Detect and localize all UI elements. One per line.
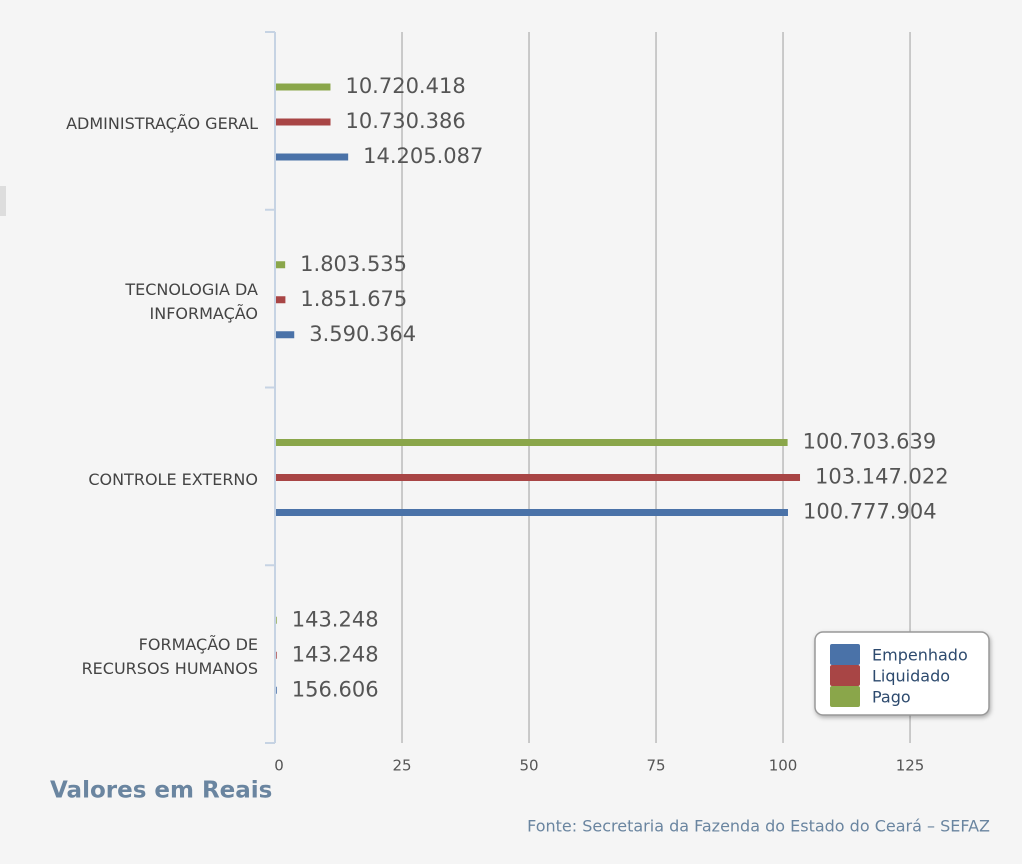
bar xyxy=(276,261,286,269)
y-tick-label: FORMAÇÃO DE RECURSOS HUMANOS xyxy=(81,635,258,679)
side-tab xyxy=(0,186,6,216)
bar xyxy=(276,439,788,446)
legend-swatch xyxy=(830,686,860,707)
legend-label: Liquidado xyxy=(872,667,950,686)
legend-swatch xyxy=(830,644,860,665)
x-tick-label: 125 xyxy=(896,757,925,775)
value-label: 156.606 xyxy=(292,677,379,701)
value-label: 10.730.386 xyxy=(346,109,466,133)
value-label: 143.248 xyxy=(292,607,379,631)
bar xyxy=(276,474,801,481)
bar xyxy=(276,118,331,126)
bar xyxy=(276,509,788,516)
x-tick-label: 0 xyxy=(274,757,284,775)
legend-label: Pago xyxy=(872,688,911,707)
bar xyxy=(276,153,349,161)
y-tick-label: TECNOLOGIA DA INFORMAÇÃO xyxy=(125,279,258,323)
bar xyxy=(276,296,286,304)
bar xyxy=(276,616,277,624)
value-label: 10.720.418 xyxy=(345,74,465,98)
bar xyxy=(276,83,331,91)
axis-label: Valores em Reais xyxy=(50,778,272,804)
value-label: 100.703.639 xyxy=(803,430,937,454)
value-label: 14.205.087 xyxy=(363,144,483,168)
bar xyxy=(276,651,277,659)
value-label: 100.777.904 xyxy=(803,500,937,524)
source: Fonte: Secretaria da Fazenda do Estado d… xyxy=(527,817,990,836)
x-tick-label: 75 xyxy=(646,757,665,775)
x-tick-label: 50 xyxy=(519,757,538,775)
x-tick-label: 100 xyxy=(769,757,798,775)
value-label: 143.248 xyxy=(292,642,379,666)
y-tick-label: CONTROLE EXTERNO xyxy=(88,469,258,489)
bar xyxy=(276,331,295,339)
legend-swatch xyxy=(830,665,860,686)
x-tick-label: 25 xyxy=(392,757,411,775)
y-tick-label: ADMINISTRAÇÃO GERAL xyxy=(66,114,258,133)
value-label: 3.590.364 xyxy=(309,322,416,346)
bar xyxy=(276,686,277,694)
value-label: 103.147.022 xyxy=(815,465,949,489)
legend-label: Empenhado xyxy=(872,646,968,665)
value-label: 1.803.535 xyxy=(300,252,407,276)
value-label: 1.851.675 xyxy=(300,287,407,311)
